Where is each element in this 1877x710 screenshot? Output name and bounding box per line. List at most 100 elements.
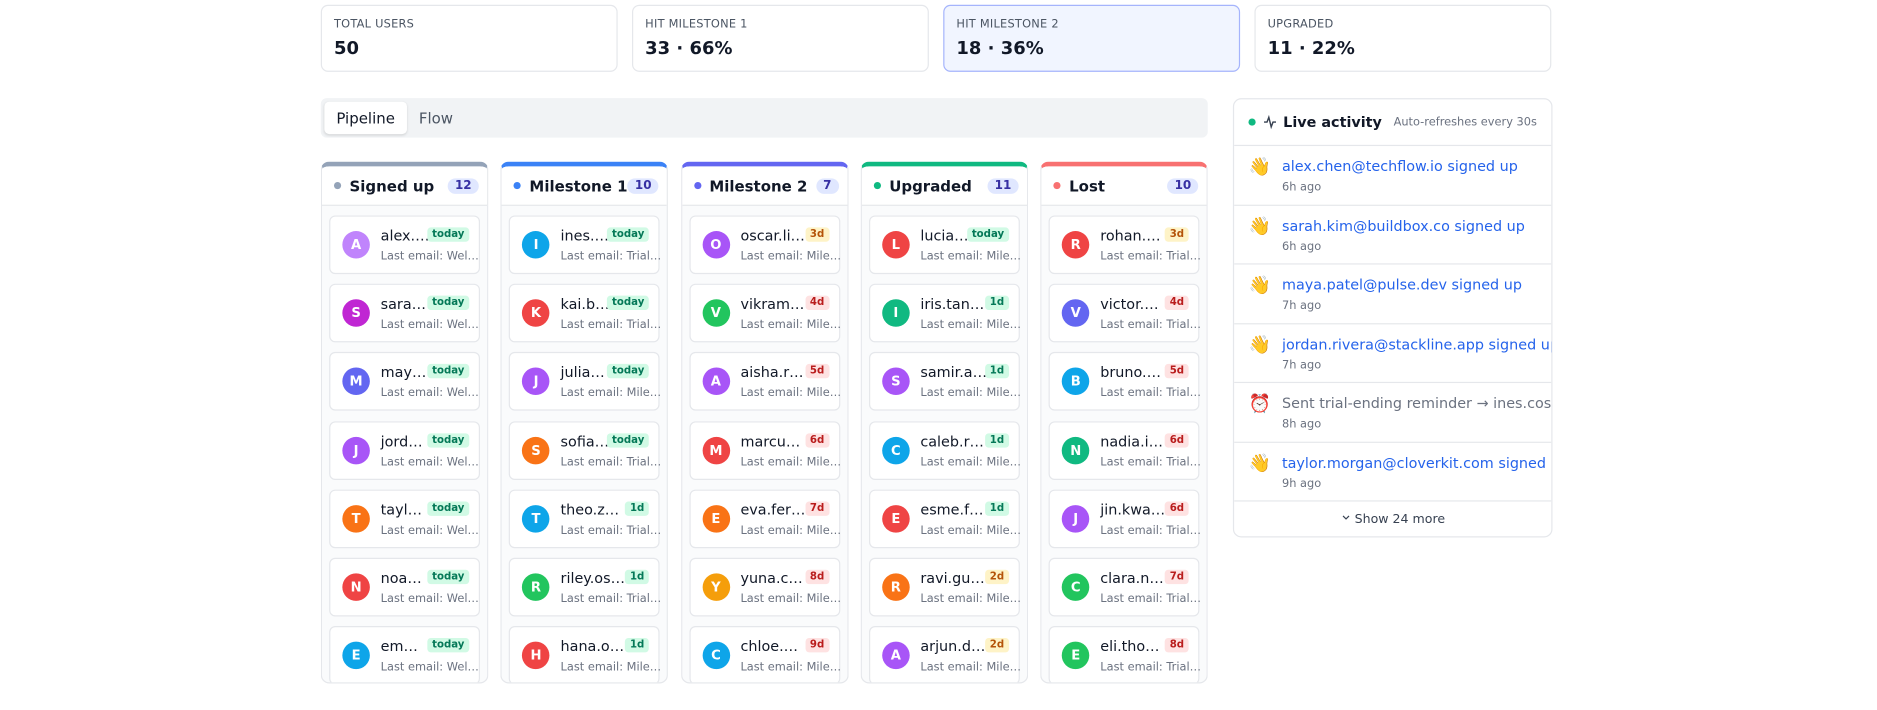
- age-badge: today: [427, 638, 470, 653]
- activity-text[interactable]: Sent trial-ending reminder → ines.cos…: [1281, 395, 1553, 412]
- last-email: Last email: Mile…: [920, 524, 1021, 538]
- activity-item: 👋 alex.chen@techflow.io signed up 6h ago: [1234, 146, 1552, 206]
- stat-card[interactable]: UPGRADED 11 · 22%: [1254, 4, 1552, 72]
- column-header: Signed up 12: [321, 166, 488, 206]
- avatar: J: [522, 367, 550, 396]
- activity-item: 👋 taylor.morgan@cloverkit.com signed up 9h…: [1234, 442, 1553, 502]
- age-badge: 6d: [1164, 432, 1189, 448]
- last-email: Last email: Trial…: [560, 250, 662, 264]
- avatar: E: [342, 641, 370, 670]
- activity-text[interactable]: jordan.rivera@stackline.app signed up: [1281, 335, 1553, 353]
- last-email: Last email: Trial…: [560, 455, 662, 469]
- show-more-label[interactable]: Show 24 more: [1354, 512, 1446, 527]
- activity-note: Auto-refreshes every 30s: [1393, 115, 1537, 129]
- stat-card[interactable]: HIT MILESTONE 2 18 · 36%: [943, 4, 1241, 72]
- column-count: 10: [1167, 177, 1199, 194]
- user-name: riley.os…: [560, 569, 625, 587]
- column-title: Milestone 2: [709, 176, 808, 195]
- last-email: Last email: Trial…: [560, 524, 662, 538]
- user-name: alex.…: [380, 227, 430, 245]
- last-email: Last email: Mile…: [740, 250, 842, 264]
- activity-icon: ⏰: [1248, 392, 1271, 415]
- activity-text[interactable]: taylor.morgan@cloverkit.com signed up: [1281, 454, 1553, 472]
- user-name: arjun.d…: [920, 638, 986, 655]
- age-badge: 3d: [805, 227, 830, 242]
- activity-time: 6h ago: [1281, 239, 1322, 254]
- activity-text[interactable]: sarah.kim@buildbox.co signed up: [1281, 217, 1525, 235]
- user-name: tayl…: [380, 501, 422, 519]
- stat-card[interactable]: HIT MILESTONE 1 33 · 66%: [632, 4, 929, 72]
- avatar: R: [882, 573, 910, 601]
- activity-header: Live activity Auto-refreshes every 30s: [1234, 99, 1552, 147]
- avatar: T: [342, 504, 370, 533]
- age-badge: 9d: [805, 638, 830, 653]
- last-email: Last email: Mile…: [920, 660, 1021, 675]
- column-count: 12: [447, 177, 479, 194]
- age-badge: today: [427, 432, 470, 448]
- user-name: oscar.li…: [740, 227, 805, 245]
- last-email: Last email: Mile…: [560, 387, 662, 401]
- age-badge: 3d: [1164, 227, 1189, 242]
- show-more[interactable]: Show 24 more: [1234, 512, 1551, 527]
- last-email: Last email: Mile…: [740, 455, 842, 469]
- user-name: sofia…: [560, 432, 610, 450]
- age-badge: 1d: [625, 638, 650, 653]
- user-name: marcu…: [740, 432, 801, 450]
- avatar: N: [1061, 436, 1090, 464]
- last-email: Last email: Mile…: [740, 592, 842, 606]
- avatar: N: [342, 573, 370, 601]
- activity-text[interactable]: maya.patel@pulse.dev signed up: [1281, 276, 1522, 294]
- activity-icon: 👋: [1248, 274, 1271, 296]
- age-badge: 6d: [1164, 501, 1189, 516]
- activity-time: 7h ago: [1281, 358, 1322, 372]
- user-name: noa…: [380, 569, 422, 587]
- last-email: Last email: Mile…: [740, 387, 842, 401]
- last-email: Last email: Trial…: [560, 318, 662, 332]
- stat-card[interactable]: TOTAL USERS 50: [320, 4, 618, 72]
- avatar: J: [342, 436, 370, 464]
- tab[interactable]: Pipeline: [324, 101, 407, 135]
- user-name: ines.…: [560, 227, 609, 245]
- activity-text[interactable]: alex.chen@techflow.io signed up: [1281, 158, 1518, 175]
- column-header: Lost 10: [1041, 166, 1207, 206]
- age-badge: 5d: [805, 364, 830, 379]
- avatar: O: [702, 231, 730, 259]
- tab[interactable]: Flow: [418, 108, 454, 127]
